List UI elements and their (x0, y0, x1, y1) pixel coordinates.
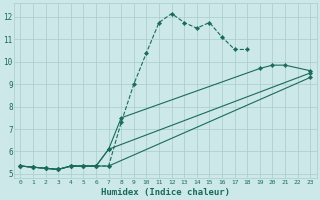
X-axis label: Humidex (Indice chaleur): Humidex (Indice chaleur) (101, 188, 230, 197)
